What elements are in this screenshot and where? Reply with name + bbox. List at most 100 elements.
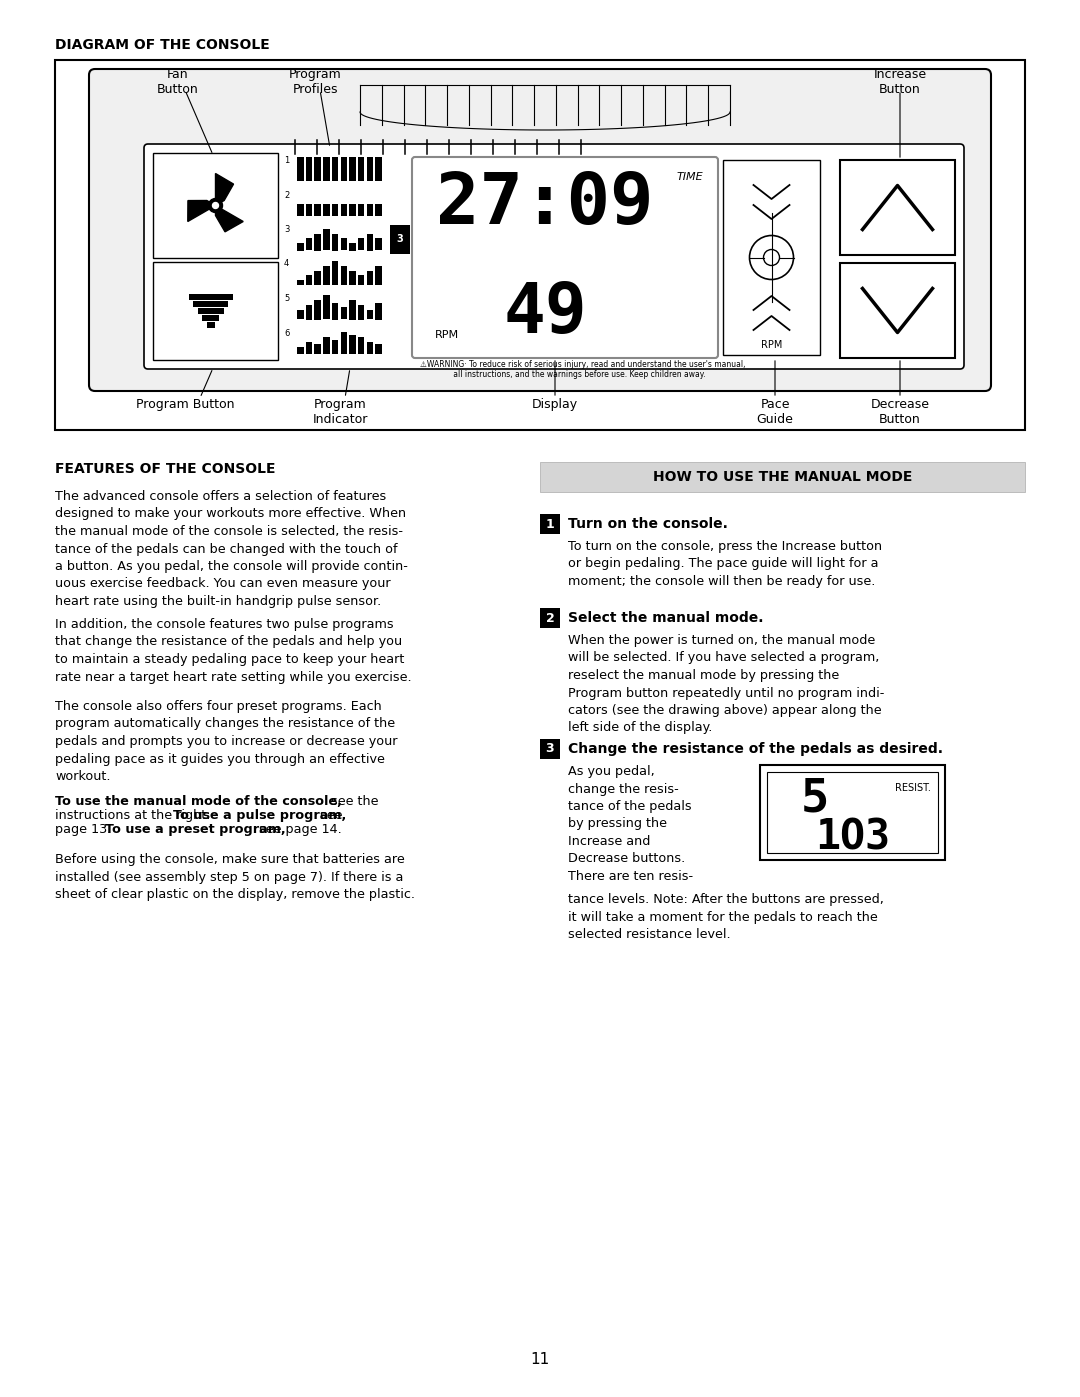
Bar [332,233,338,250]
Text: instructions at the right.: instructions at the right. [55,809,214,821]
Bar [314,344,321,353]
Text: 2: 2 [545,612,554,624]
Text: Before using the console, make sure that batteries are
installed (see assembly s: Before using the console, make sure that… [55,854,415,901]
Text: Pace
Guide: Pace Guide [757,398,794,426]
Bar [306,275,312,285]
Bar [297,243,303,250]
Bar [540,739,561,759]
Text: Program Button: Program Button [136,398,234,411]
Bar [366,310,373,320]
Text: 3: 3 [396,235,403,244]
Bar [376,239,382,250]
Text: Decrease
Button: Decrease Button [870,398,930,426]
Bar [340,307,347,320]
Bar [340,265,347,285]
FancyBboxPatch shape [144,144,964,369]
Text: DIAGRAM OF THE CONSOLE: DIAGRAM OF THE CONSOLE [55,38,270,52]
FancyBboxPatch shape [411,156,718,358]
Bar [366,342,373,353]
FancyBboxPatch shape [89,68,991,391]
Text: The console also offers four preset programs. Each
program automatically changes: The console also offers four preset prog… [55,700,397,782]
Bar [357,204,364,217]
Text: As you pedal,
change the resis-
tance of the pedals
by pressing the
Increase and: As you pedal, change the resis- tance of… [568,766,693,883]
Bar [297,158,303,182]
Text: Program
Profiles: Program Profiles [288,68,341,96]
Text: To use a pulse program,: To use a pulse program, [173,809,347,821]
Bar [366,271,373,285]
Bar [349,271,355,285]
Text: In addition, the console features two pulse programs
that change the resistance : In addition, the console features two pu… [55,617,411,683]
Text: To use the manual mode of the console,: To use the manual mode of the console, [55,795,342,807]
Text: 3: 3 [545,742,554,756]
Bar [332,303,338,320]
Bar [323,204,329,217]
Text: 3: 3 [284,225,289,235]
Bar [723,161,820,355]
Text: 27:09: 27:09 [436,170,653,239]
Bar [840,263,955,358]
Bar [349,300,355,320]
Bar [323,337,329,353]
Bar [189,293,232,299]
Bar [340,239,347,250]
Text: ⚠WARNING· To reduce risk of serious injury, read and understand the user's manua: ⚠WARNING· To reduce risk of serious inju… [420,360,745,380]
Bar [206,321,215,327]
Bar [332,204,338,217]
Text: The advanced console offers a selection of features
designed to make your workou: The advanced console offers a selection … [55,490,408,608]
Bar [332,261,338,285]
Bar [323,295,329,320]
Polygon shape [216,205,243,232]
Bar [306,342,312,353]
Bar [55,60,1025,430]
Text: To use a preset program,: To use a preset program, [105,823,285,835]
Text: tance levels. Note: After the buttons are pressed,
it will take a moment for the: tance levels. Note: After the buttons ar… [568,893,883,942]
Text: Increase
Button: Increase Button [874,68,927,96]
Bar [323,158,329,182]
Bar [198,307,224,313]
Text: 6: 6 [284,328,289,338]
Text: see the: see the [327,795,378,807]
Bar [340,332,347,353]
Bar [840,161,955,256]
Text: Program
Indicator: Program Indicator [312,398,367,426]
Bar [540,462,1025,492]
Bar [297,281,303,285]
Bar [540,514,561,534]
Bar [376,303,382,320]
Bar [332,158,338,182]
Bar [314,300,321,320]
Text: see page 14.: see page 14. [255,823,341,835]
Bar [357,239,364,250]
Bar [297,310,303,320]
Text: RPM: RPM [760,339,782,351]
Bar [357,158,364,182]
Bar [349,335,355,353]
Bar [153,154,278,258]
Text: HOW TO USE THE MANUAL MODE: HOW TO USE THE MANUAL MODE [652,469,913,483]
Bar [349,204,355,217]
Bar [202,314,219,320]
Text: TIME: TIME [676,172,703,182]
Text: 1O3: 1O3 [815,817,890,859]
Bar [376,265,382,285]
Bar [153,263,278,360]
Text: 49: 49 [503,279,586,346]
Bar [340,204,347,217]
Text: see: see [316,809,342,821]
Bar [306,305,312,320]
Bar [357,337,364,353]
Bar [314,271,321,285]
Bar [540,608,561,629]
Bar [349,158,355,182]
Text: RPM: RPM [435,330,459,339]
Bar [297,204,303,217]
Bar [376,344,382,353]
Bar [323,229,329,250]
Text: 2: 2 [284,190,289,200]
Text: Fan
Button: Fan Button [157,68,199,96]
Circle shape [213,203,218,208]
Bar [390,225,410,253]
Bar [376,158,382,182]
Polygon shape [216,173,233,205]
Text: 5: 5 [284,293,289,303]
